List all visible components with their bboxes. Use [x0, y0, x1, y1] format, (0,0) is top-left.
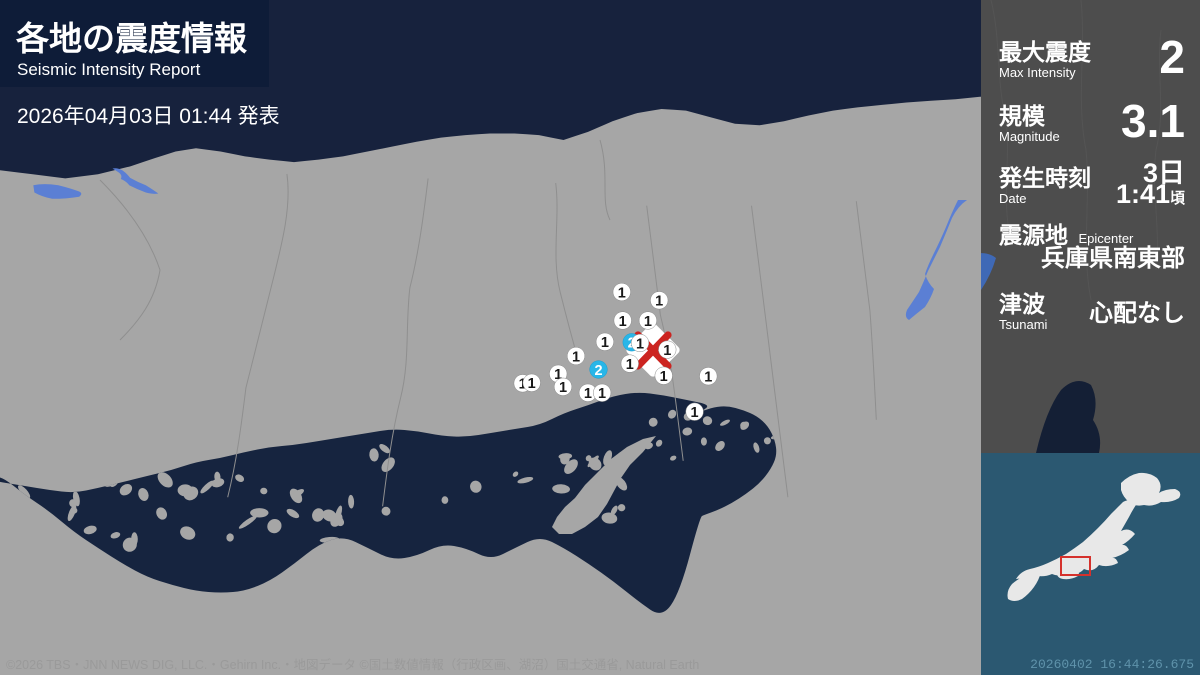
svg-text:2: 2 [594, 363, 602, 379]
svg-text:1: 1 [704, 370, 712, 386]
svg-text:1: 1 [663, 343, 671, 359]
svg-text:1: 1 [598, 386, 606, 402]
svg-text:1: 1 [584, 386, 592, 402]
svg-text:1: 1 [655, 294, 663, 310]
svg-text:1: 1 [572, 349, 580, 365]
svg-text:1: 1 [691, 405, 699, 421]
svg-text:1: 1 [636, 336, 644, 352]
svg-text:1: 1 [601, 335, 609, 351]
svg-text:1: 1 [619, 314, 627, 330]
svg-text:1: 1 [618, 285, 626, 301]
svg-text:1: 1 [559, 380, 567, 396]
svg-text:1: 1 [626, 357, 634, 373]
svg-text:1: 1 [644, 314, 652, 330]
svg-text:1: 1 [660, 369, 668, 385]
svg-text:1: 1 [528, 376, 536, 392]
